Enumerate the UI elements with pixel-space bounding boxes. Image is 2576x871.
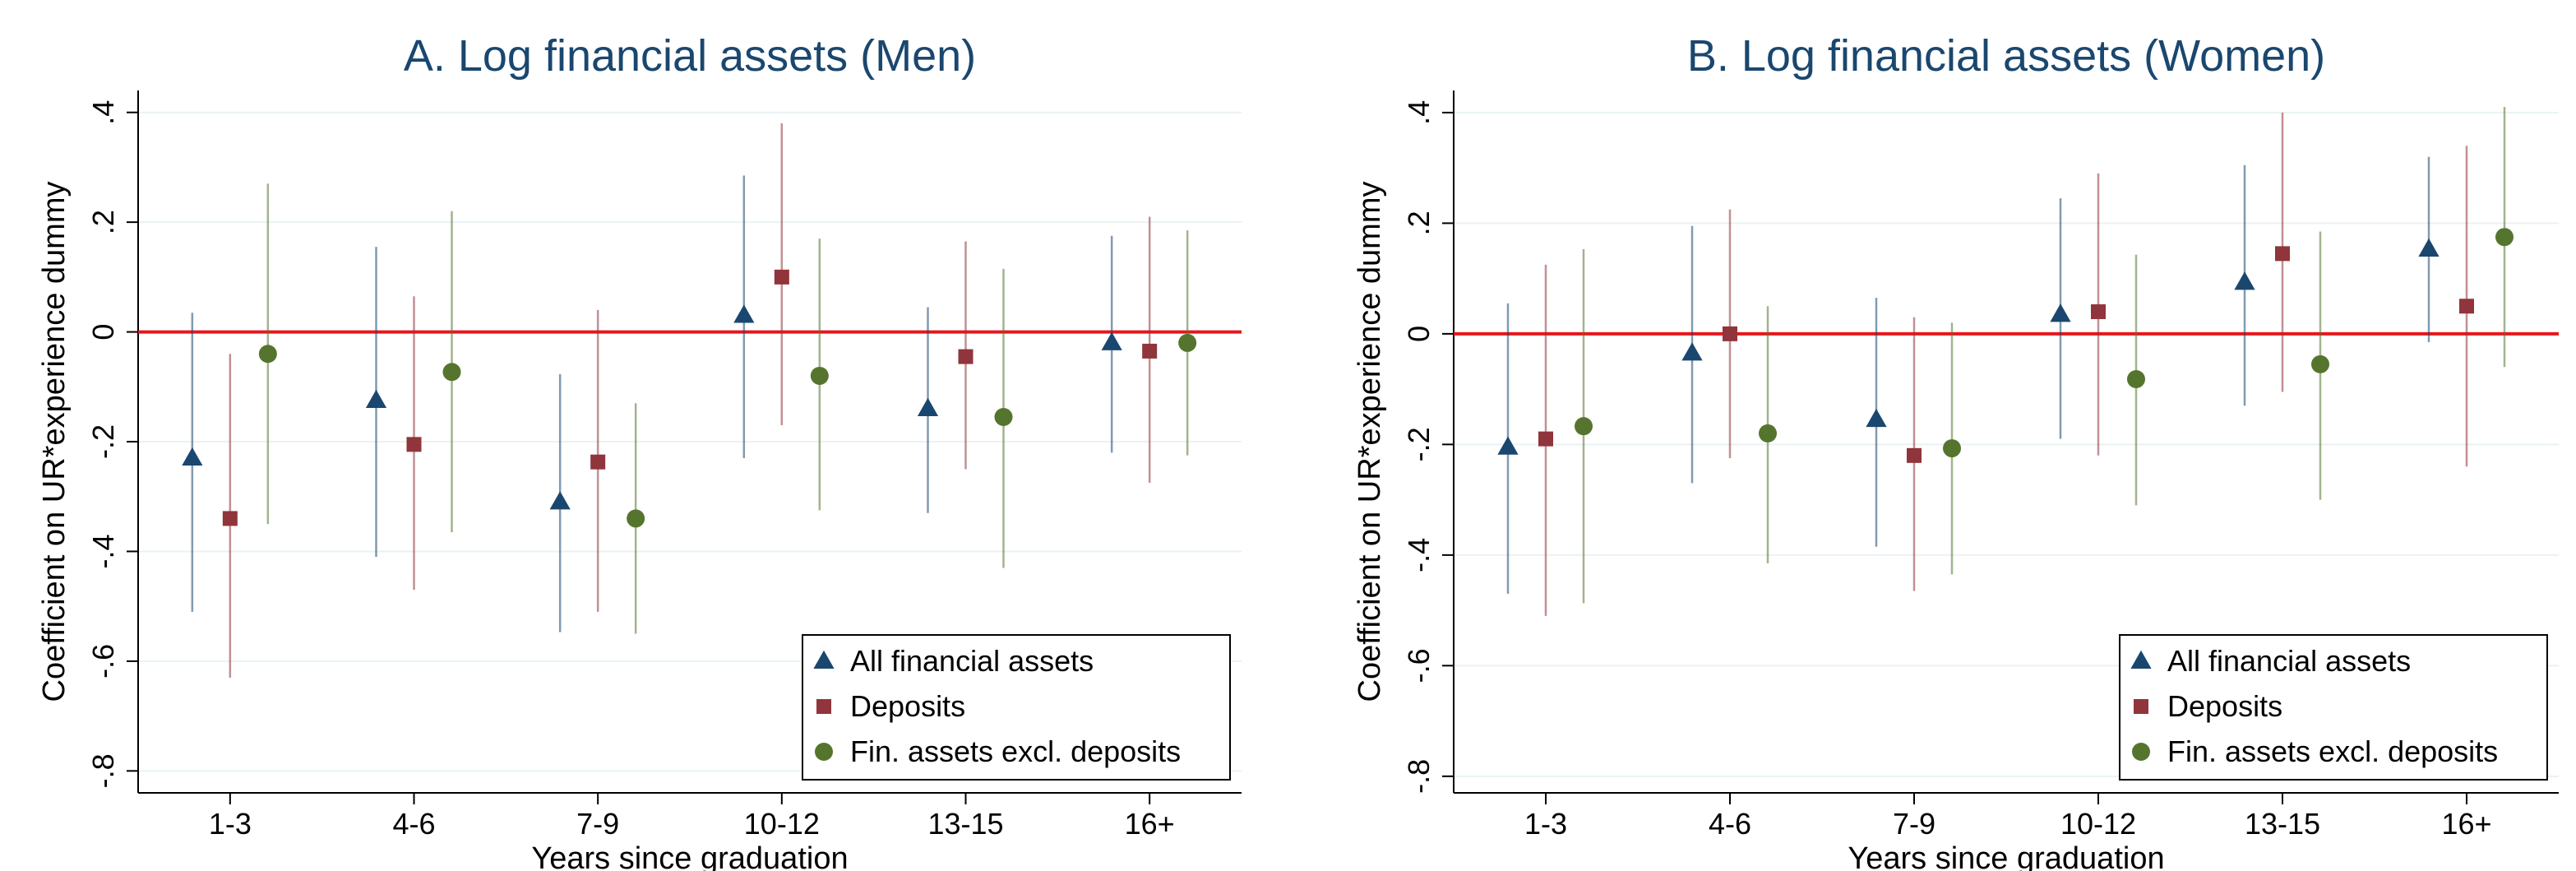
x-tick-label: 7-9 — [576, 807, 619, 841]
point — [2275, 246, 2290, 262]
point — [406, 437, 422, 452]
y-tick-label: -.6 — [86, 644, 120, 679]
y-tick-label: -.4 — [86, 534, 120, 568]
point — [1681, 342, 1703, 361]
point — [1575, 417, 1593, 436]
point — [1907, 447, 1922, 463]
legend-label: Deposits — [2167, 689, 2282, 723]
panel: A. Log financial assets (Men) .4 .2 0 -.2 -.4… — [37, 31, 1242, 871]
point — [590, 454, 606, 470]
legend-label: All financial assets — [850, 644, 1094, 678]
y-tick-label: -.4 — [1402, 538, 1436, 572]
y-tick-label: -.2 — [1402, 427, 1436, 461]
legend-label: Fin. assets excl. deposits — [850, 734, 1181, 768]
point — [1497, 436, 1519, 455]
point — [1142, 343, 1158, 359]
legend-marker — [2134, 699, 2148, 714]
point — [1538, 431, 1553, 447]
point — [917, 397, 939, 416]
x-tick-label: 13-15 — [2245, 807, 2320, 841]
legend-marker — [2132, 743, 2150, 761]
y-axis-label: Coefficient on UR*experience dummy — [1353, 182, 1387, 702]
x-tick-label: 16+ — [2441, 807, 2491, 841]
legend-marker — [2130, 650, 2152, 669]
point — [2091, 303, 2106, 319]
legend-label: Deposits — [850, 689, 965, 723]
x-tick-label: 1-3 — [1524, 807, 1567, 841]
legend-marker — [813, 650, 835, 669]
point — [774, 269, 789, 285]
point — [1101, 331, 1122, 350]
point — [627, 509, 645, 528]
chart-title: B. Log financial assets (Women) — [1687, 31, 2325, 81]
x-tick-label: 4-6 — [1709, 807, 1751, 841]
y-tick-label: -.8 — [86, 753, 120, 788]
x-tick-label: 16+ — [1125, 807, 1175, 841]
y-tick-label: .2 — [86, 210, 120, 234]
point — [258, 345, 277, 364]
legend-box — [802, 634, 1231, 781]
point — [2495, 228, 2514, 247]
legend-marker — [816, 699, 831, 714]
point — [2418, 238, 2440, 257]
legend-label: All financial assets — [2167, 644, 2411, 678]
point — [994, 407, 1013, 426]
point — [1723, 326, 1737, 341]
point — [810, 366, 829, 385]
y-tick-label: -.2 — [86, 424, 120, 459]
point — [2050, 303, 2071, 322]
x-axis-label: Years since graduation — [531, 841, 848, 871]
y-tick-label: .4 — [86, 100, 120, 125]
y-tick-label: .2 — [1402, 211, 1436, 235]
point — [2234, 271, 2255, 290]
point — [2311, 354, 2329, 373]
y-tick-label: -.6 — [1402, 648, 1436, 683]
point — [1866, 408, 1887, 428]
legend-label: Fin. assets excl. deposits — [2167, 734, 2498, 768]
x-tick-label: 10-12 — [744, 807, 820, 841]
point — [182, 447, 203, 466]
point — [442, 363, 461, 382]
x-tick-label: 13-15 — [927, 807, 1003, 841]
legend-box — [2119, 634, 2548, 781]
x-tick-label: 4-6 — [392, 807, 435, 841]
point — [222, 511, 238, 526]
y-tick-label: 0 — [1402, 326, 1436, 342]
y-tick-label: 0 — [86, 324, 120, 341]
point — [733, 304, 755, 323]
point — [958, 349, 974, 364]
x-tick-label: 7-9 — [1893, 807, 1935, 841]
y-tick-label: .4 — [1402, 100, 1436, 125]
x-tick-label: 10-12 — [2060, 807, 2136, 841]
point — [549, 491, 571, 510]
point — [2459, 299, 2474, 314]
y-axis-label: Coefficient on UR*experience dummy — [37, 182, 72, 702]
point — [365, 389, 387, 408]
point — [2127, 370, 2145, 389]
panel: B. Log financial assets (Women) .4 .2 0 -.2 -… — [1353, 31, 2559, 871]
x-axis-label: Years since graduation — [1848, 841, 2164, 871]
y-tick-label: -.8 — [1402, 759, 1436, 794]
legend-marker — [815, 743, 833, 761]
point — [1178, 333, 1197, 352]
chart-title: A. Log financial assets (Men) — [404, 31, 976, 81]
point — [1943, 439, 1961, 458]
x-tick-label: 1-3 — [209, 807, 252, 841]
point — [1759, 424, 1777, 442]
